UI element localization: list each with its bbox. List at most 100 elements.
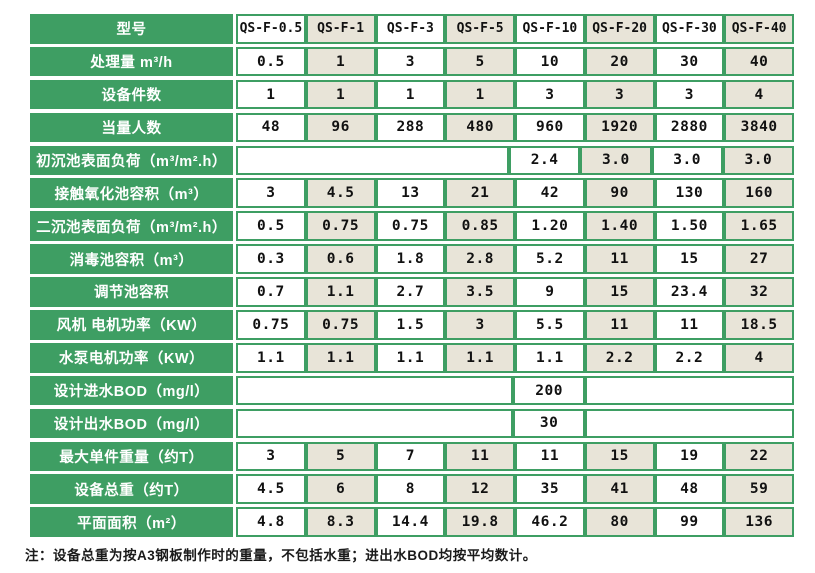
value-cell: 1.65 [724,211,794,241]
value-cell: 1.1 [236,342,306,373]
value-cell: 960 [515,112,585,143]
value-cell: 0.75 [305,310,376,340]
table-row: 当量人数 48 96 288 480 960 1920 2880 3840 [30,112,794,143]
value-cell: 19 [654,441,725,472]
value-cell: 59 [724,474,794,505]
model-header-cell: QS-F-5 [445,14,515,44]
row-label: 最大单件重量（约T） [30,441,236,472]
value-cell: 18.5 [724,310,794,340]
value-cell: 3 [236,178,306,209]
value-cell: 3.0 [580,145,652,176]
value-cell: 136 [724,507,794,537]
value-cell: 11 [445,441,515,472]
value-cell: 4.8 [236,507,306,537]
value-cell: 15 [584,441,655,472]
row-label: 平面面积（m²） [30,507,236,537]
value-cell: 5.2 [515,244,585,274]
value-cell: 4.5 [236,474,306,505]
row-label: 接触氧化池容积（m³） [30,178,236,209]
value-cell: 21 [445,178,515,209]
value-cell: 0.75 [236,310,306,340]
value-cell: 90 [584,178,655,209]
value-cell: 23.4 [654,277,725,307]
value-cell: 3840 [724,112,794,143]
value-cell: 3.0 [722,145,794,176]
value-cell: 48 [236,112,306,143]
value-cell: 160 [724,178,794,209]
value-cell: 1920 [584,112,655,143]
value-cell: 1 [375,79,446,110]
value-cell: 2.2 [584,342,655,373]
value-cell: 3.5 [445,277,515,307]
value-cell: 42 [515,178,585,209]
value-cell: 0.6 [305,244,376,274]
value-cell: 27 [724,244,794,274]
value-cell: 4.5 [305,178,376,209]
value-cell: 3 [375,46,446,77]
model-header-cell: QS-F-20 [584,14,655,44]
value-cell: 8 [375,474,446,505]
row-label: 设计进水BOD（mg/l） [30,375,236,406]
value-cell: 15 [584,277,655,307]
value-cell: 99 [654,507,725,537]
table-row: 平面面积（m²） 4.8 8.3 14.4 19.8 46.2 80 99 136 [30,507,794,537]
value-cell: 5 [445,46,515,77]
value-cell: 0.75 [375,211,446,241]
table-row: 消毒池容积（m³） 0.3 0.6 1.8 2.8 5.2 11 15 27 [30,244,794,274]
value-cell: 1.1 [515,342,585,373]
value-cell: 9 [515,277,585,307]
row-label: 调节池容积 [30,277,236,307]
value-cell: 3 [515,79,585,110]
value-cell: 0.75 [305,211,376,241]
value-cell: 14.4 [375,507,446,537]
value-cell: 6 [305,474,376,505]
table-row: 二沉池表面负荷（m³/m².h） 0.5 0.75 0.75 0.85 1.20 1.40 1… [30,211,794,241]
table-row: 初沉池表面负荷（m³/m².h） 2.4 3.0 3.0 3.0 [30,145,794,176]
value-cell: 13 [375,178,446,209]
value-cell: 2880 [654,112,725,143]
value-cell: 10 [515,46,585,77]
model-header-cell: QS-F-0.5 [236,14,306,44]
value-cell: 288 [375,112,446,143]
value-cell: 30 [513,408,586,439]
value-cell: 32 [724,277,794,307]
row-label: 二沉池表面负荷（m³/m².h） [30,211,236,241]
value-cell: 30 [654,46,725,77]
value-cell: 0.5 [236,211,306,241]
table-row: 处理量 m³/h 0.5 1 3 5 10 20 30 40 [30,46,794,77]
table-row: 设备总重（约T） 4.5 6 8 12 35 41 48 59 [30,474,794,505]
table-row: 风机 电机功率（KW） 0.75 0.75 1.5 3 5.5 11 11 18.5 [30,310,794,340]
value-cell: 3.0 [651,145,723,176]
value-cell: 11 [584,244,655,274]
model-header-cell: QS-F-30 [654,14,725,44]
row-label: 处理量 m³/h [30,46,236,77]
value-cell: 96 [305,112,376,143]
value-cell: 48 [654,474,725,505]
value-cell: 7 [375,441,446,472]
value-cell: 11 [654,310,725,340]
value-cell: 80 [584,507,655,537]
value-cell: 3 [654,79,725,110]
spec-table: 型号 QS-F-0.5 QS-F-1 QS-F-3 QS-F-5 QS-F-10 QS-F-… [30,14,794,537]
value-cell: 5 [305,441,376,472]
value-cell: 12 [445,474,515,505]
value-cell: 480 [445,112,515,143]
value-cell: 4 [724,79,794,110]
value-cell: 46.2 [515,507,585,537]
value-cell: 3 [236,441,306,472]
table-row: 设计进水BOD（mg/l） 200 [30,375,794,406]
value-cell: 40 [724,46,794,77]
value-cell: 15 [654,244,725,274]
value-cell: 1 [305,79,376,110]
row-label: 设备总重（约T） [30,474,236,505]
value-cell: 5.5 [515,310,585,340]
model-header-cell: QS-F-3 [375,14,446,44]
value-cell: 2.8 [445,244,515,274]
value-cell: 1.5 [375,310,446,340]
merged-blank-cell [236,145,509,176]
value-cell: 4 [724,342,794,373]
value-cell: 3 [445,310,515,340]
table-row: 调节池容积 0.7 1.1 2.7 3.5 9 15 23.4 32 [30,277,794,307]
table-row: 最大单件重量（约T） 3 5 7 11 11 15 19 22 [30,441,794,472]
